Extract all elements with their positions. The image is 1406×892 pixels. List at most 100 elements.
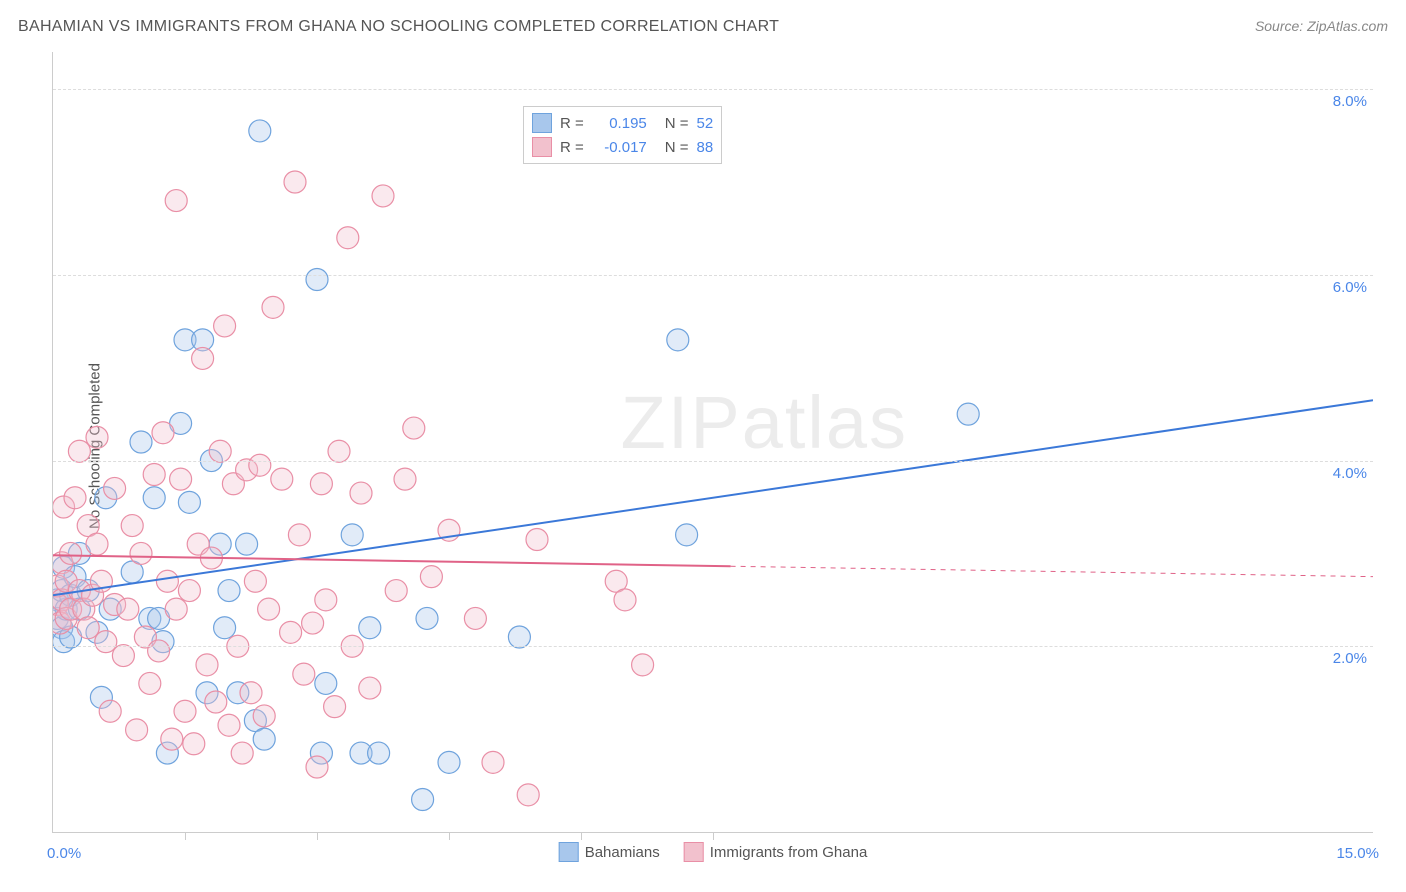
data-point	[214, 315, 236, 337]
data-point	[130, 431, 152, 453]
data-point	[236, 533, 258, 555]
data-point	[676, 524, 698, 546]
data-point	[614, 589, 636, 611]
data-point	[385, 580, 407, 602]
data-point	[372, 185, 394, 207]
data-point	[214, 617, 236, 639]
n-value: 52	[697, 115, 714, 132]
legend-item: Immigrants from Ghana	[684, 842, 868, 862]
data-point	[526, 529, 548, 551]
data-point	[262, 296, 284, 318]
data-point	[302, 612, 324, 634]
data-point	[249, 454, 271, 476]
data-point	[315, 589, 337, 611]
data-point	[306, 756, 328, 778]
source-attribution: Source: ZipAtlas.com	[1255, 18, 1388, 34]
data-point	[464, 607, 486, 629]
data-point	[306, 269, 328, 291]
data-point	[64, 487, 86, 509]
data-point	[117, 598, 139, 620]
data-point	[143, 487, 165, 509]
data-point	[253, 705, 275, 727]
data-point	[337, 227, 359, 249]
data-point	[412, 789, 434, 811]
trend-line	[53, 555, 731, 566]
legend-item: Bahamians	[559, 842, 660, 862]
data-point	[218, 714, 240, 736]
r-label: R =	[560, 139, 584, 156]
data-point	[517, 784, 539, 806]
data-point	[249, 120, 271, 142]
data-point	[218, 580, 240, 602]
n-value: 88	[697, 139, 714, 156]
data-point	[152, 422, 174, 444]
data-point	[99, 700, 121, 722]
legend-swatch	[559, 842, 579, 862]
data-point	[258, 598, 280, 620]
data-point	[95, 631, 117, 653]
data-point	[350, 482, 372, 504]
data-point	[438, 751, 460, 773]
scatter-chart	[53, 52, 1373, 832]
legend-label: Bahamians	[585, 844, 660, 861]
data-point	[271, 468, 293, 490]
data-point	[253, 728, 275, 750]
data-point	[196, 654, 218, 676]
gridline	[53, 646, 1373, 647]
chart-title: BAHAMIAN VS IMMIGRANTS FROM GHANA NO SCH…	[18, 18, 779, 36]
gridline	[53, 461, 1373, 462]
data-point	[104, 477, 126, 499]
data-point	[508, 626, 530, 648]
data-point	[280, 621, 302, 643]
data-point	[86, 426, 108, 448]
data-point	[293, 663, 315, 685]
data-point	[288, 524, 310, 546]
data-point	[130, 542, 152, 564]
data-point	[284, 171, 306, 193]
data-point	[328, 440, 350, 462]
data-point	[192, 347, 214, 369]
data-point	[156, 570, 178, 592]
legend-swatch	[684, 842, 704, 862]
x-tick	[185, 832, 186, 840]
data-point	[148, 640, 170, 662]
data-point	[183, 733, 205, 755]
data-point	[112, 645, 134, 667]
r-value: -0.017	[592, 139, 647, 156]
data-point	[368, 742, 390, 764]
data-point	[60, 542, 82, 564]
series-swatch	[532, 137, 552, 157]
stats-legend: R =0.195N =52R =-0.017N =88	[523, 106, 722, 164]
data-point	[126, 719, 148, 741]
data-point	[178, 580, 200, 602]
y-tick-label: 2.0%	[1333, 650, 1367, 667]
data-point	[68, 440, 90, 462]
data-point	[170, 468, 192, 490]
stats-row: R =0.195N =52	[532, 111, 713, 135]
data-point	[139, 672, 161, 694]
data-point	[86, 533, 108, 555]
data-point	[77, 617, 99, 639]
y-tick-label: 4.0%	[1333, 465, 1367, 482]
r-label: R =	[560, 115, 584, 132]
data-point	[359, 677, 381, 699]
x-axis-min-label: 0.0%	[47, 845, 81, 862]
gridline	[53, 89, 1373, 90]
x-tick	[449, 832, 450, 840]
data-point	[957, 403, 979, 425]
data-point	[359, 617, 381, 639]
data-point	[178, 491, 200, 513]
data-point	[205, 691, 227, 713]
data-point	[244, 570, 266, 592]
data-point	[143, 464, 165, 486]
series-swatch	[532, 113, 552, 133]
y-tick-label: 8.0%	[1333, 93, 1367, 110]
data-point	[209, 440, 231, 462]
data-point	[174, 700, 196, 722]
legend-label: Immigrants from Ghana	[710, 844, 868, 861]
data-point	[394, 468, 416, 490]
data-point	[341, 524, 363, 546]
n-label: N =	[665, 139, 689, 156]
data-point	[315, 672, 337, 694]
data-point	[121, 515, 143, 537]
